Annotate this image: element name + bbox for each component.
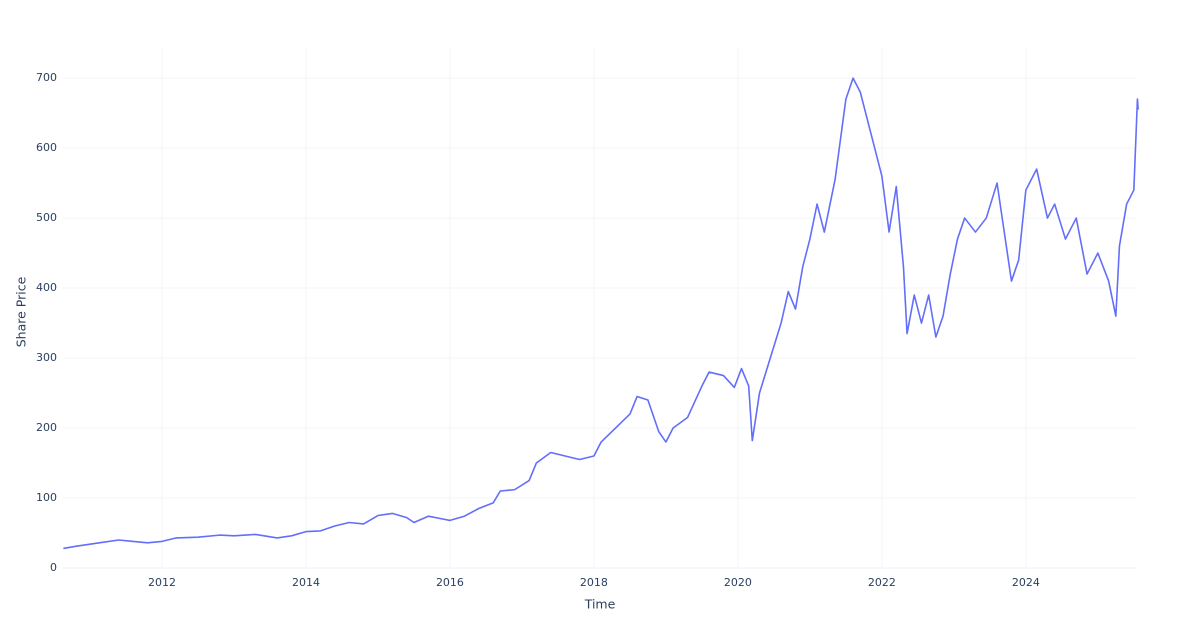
x-tick-label: 2014 — [292, 576, 320, 589]
x-tick-label: 2018 — [580, 576, 608, 589]
line-series — [63, 77, 1139, 550]
x-tick-label: 2012 — [148, 576, 176, 589]
y-tick-label: 200 — [36, 421, 57, 434]
y-tick-label: 300 — [36, 351, 57, 364]
x-tick-label: 2016 — [436, 576, 464, 589]
y-tick-label: 0 — [50, 561, 57, 574]
y-tick-label: 700 — [36, 71, 57, 84]
y-tick-label: 500 — [36, 211, 57, 224]
x-tick-label: 2020 — [724, 576, 752, 589]
y-tick-label: 600 — [36, 141, 57, 154]
y-tick-label: 100 — [36, 491, 57, 504]
x-tick-label: 2022 — [868, 576, 896, 589]
x-axis-title: Time — [584, 597, 616, 612]
x-tick-label: 2024 — [1012, 576, 1040, 589]
y-tick-label: 400 — [36, 281, 57, 294]
y-axis-title: Share Price — [14, 276, 29, 347]
